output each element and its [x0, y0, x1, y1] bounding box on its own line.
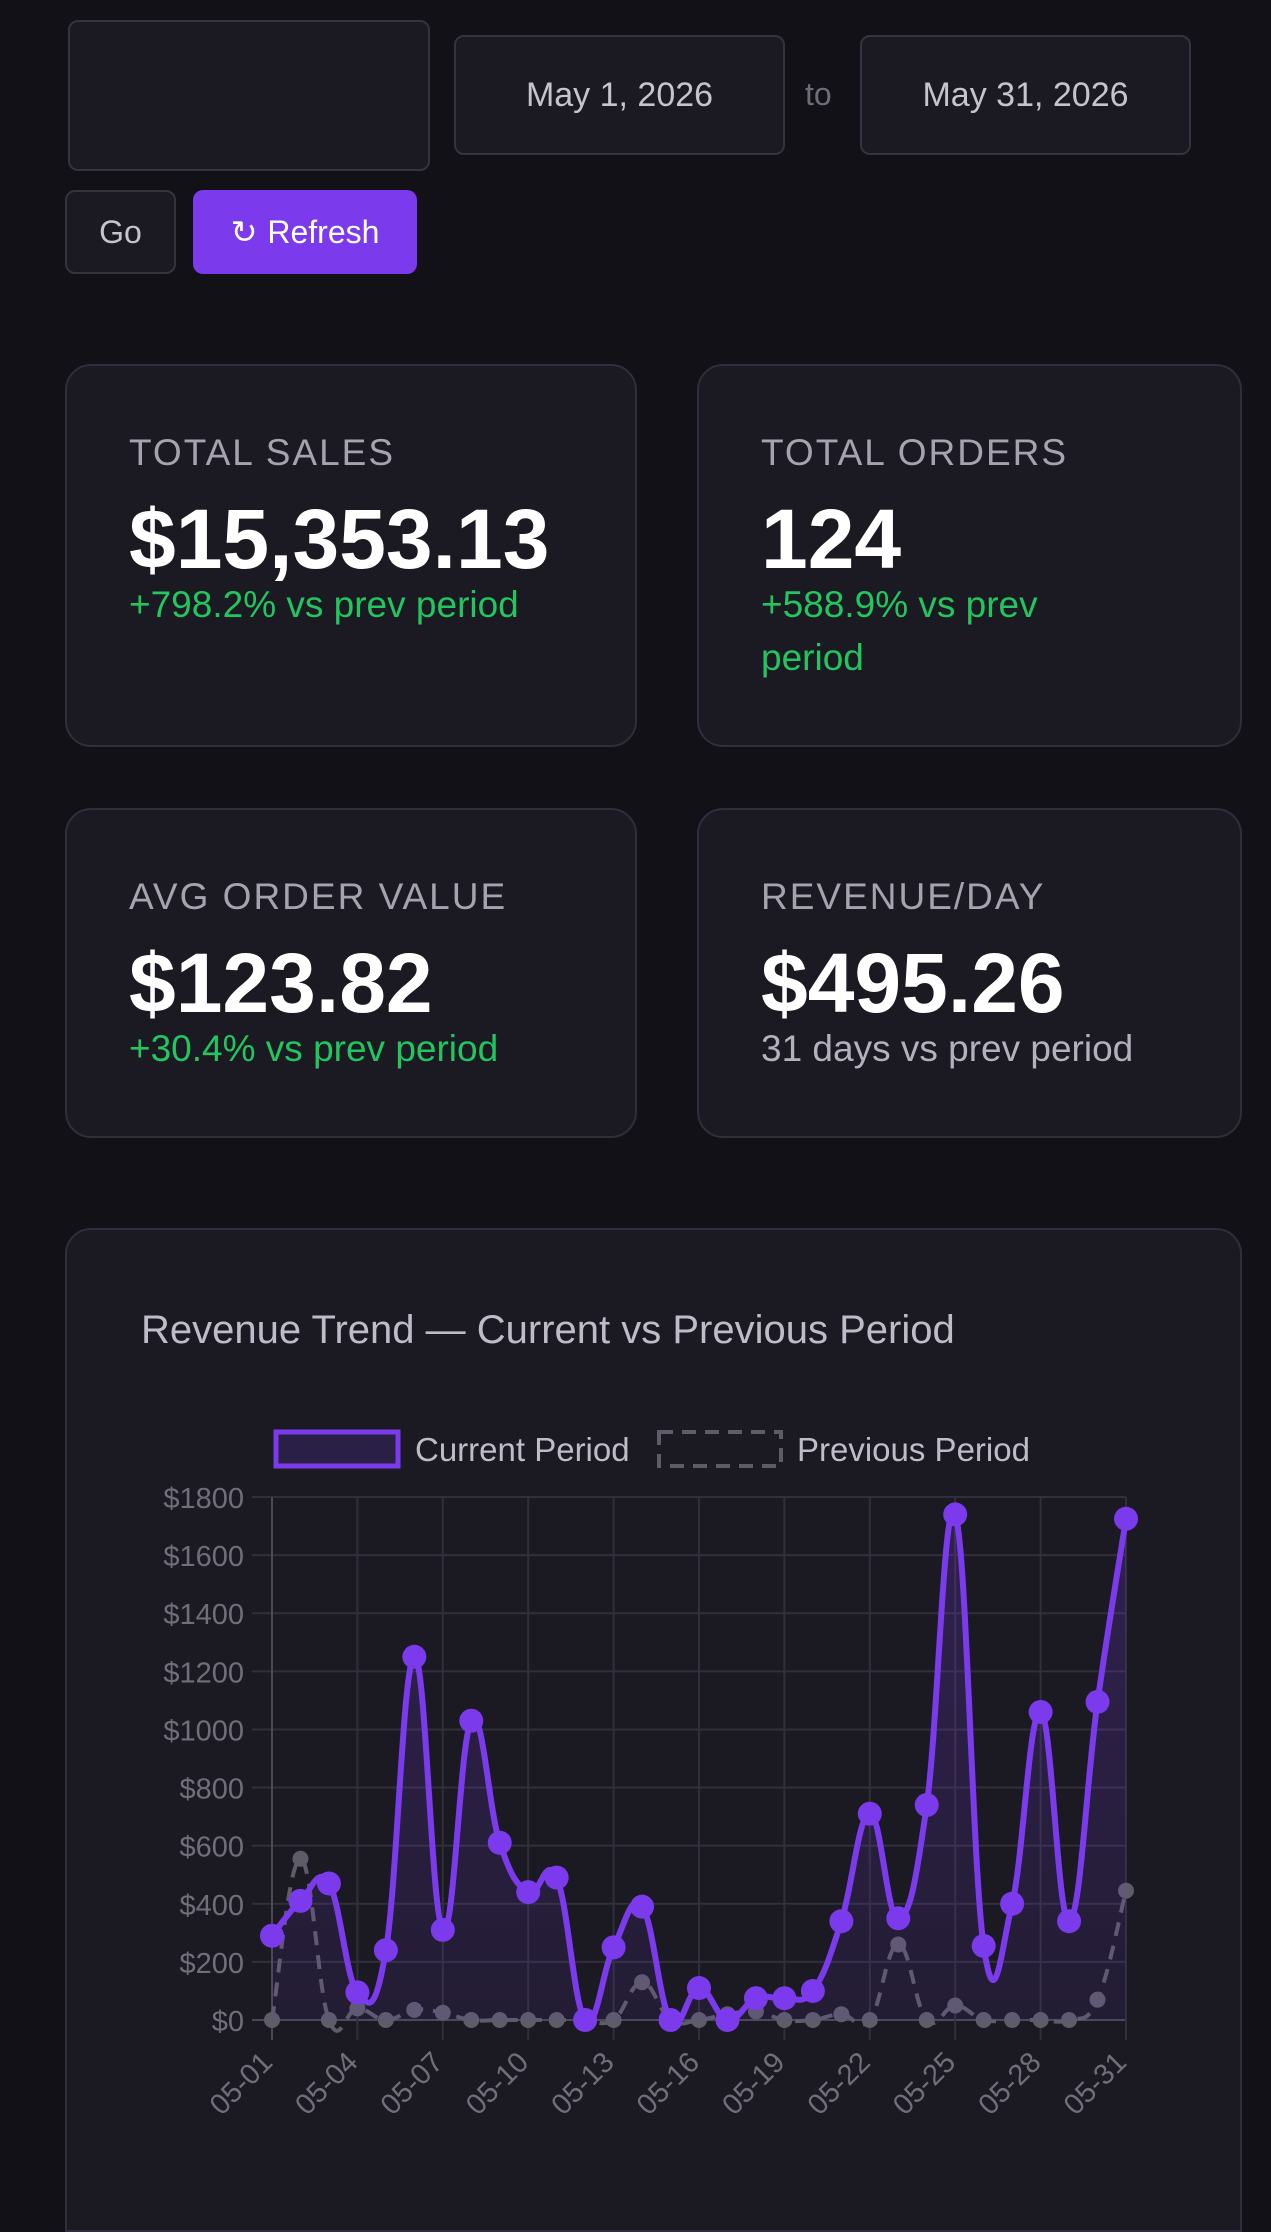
kpi-card-revenue-per-day: REVENUE/DAY $495.26 31 days vs prev peri… — [697, 808, 1242, 1138]
y-tick-label: $0 — [212, 2006, 244, 2038]
kpi-delta: +30.4% vs prev period — [129, 1028, 499, 1069]
y-tick-label: $400 — [179, 1890, 244, 1922]
data-point-current[interactable] — [1085, 1689, 1110, 1714]
data-point-current[interactable] — [573, 2008, 598, 2032]
end-date-value: May 31, 2026 — [922, 75, 1129, 114]
data-point-current[interactable] — [402, 1644, 427, 1669]
kpi-delta: +798.2% vs prev period — [129, 584, 519, 625]
revenue-trend-chart: Current Period Previous Period $0 $200 $40… — [163, 1429, 1138, 2121]
data-point-current[interactable] — [743, 1986, 768, 2011]
data-point-current[interactable] — [886, 1906, 911, 1931]
data-point-current[interactable] — [373, 1938, 398, 1963]
data-point-current[interactable] — [516, 1880, 541, 1905]
data-point-current[interactable] — [430, 1917, 455, 1942]
data-point-current[interactable] — [459, 1708, 484, 1733]
data-point-current[interactable] — [1114, 1506, 1138, 1531]
data-point-current[interactable] — [544, 1865, 569, 1890]
data-point-current[interactable] — [715, 2008, 740, 2032]
data-point-current[interactable] — [630, 1894, 655, 1919]
kpi-value: $15,353.13 — [129, 492, 550, 586]
kpi-delta: +588.9% vs prev — [761, 584, 1038, 625]
series-current-period — [260, 1502, 1138, 2032]
x-tick-label: 05-04 — [289, 2046, 364, 2121]
y-tick-label: $1600 — [163, 1541, 244, 1573]
kpi-value: 124 — [761, 492, 902, 586]
data-point-current[interactable] — [1000, 1891, 1025, 1916]
y-tick-label: $1200 — [163, 1657, 244, 1689]
y-tick-label: $200 — [179, 1948, 244, 1980]
y-tick-label: $1800 — [163, 1483, 244, 1515]
x-tick-label: 05-28 — [972, 2046, 1047, 2121]
preset-select[interactable] — [68, 20, 430, 171]
kpi-card-total-sales: TOTAL SALES $15,353.13 +798.2% vs prev p… — [65, 364, 637, 747]
kpi-label: AVG ORDER VALUE — [129, 876, 508, 917]
data-point-current[interactable] — [658, 2008, 683, 2032]
data-point-current[interactable] — [829, 1909, 854, 1934]
data-point-previous — [292, 1850, 309, 1867]
refresh-icon: ↻ — [230, 214, 258, 250]
kpi-delta-continued: period — [761, 637, 864, 678]
chart-legend[interactable]: Current Period Previous Period — [273, 1429, 1030, 1469]
legend-swatch-current[interactable] — [273, 1429, 401, 1469]
kpi-label: TOTAL SALES — [129, 432, 396, 473]
go-button[interactable]: Go — [65, 190, 176, 274]
x-tick-label: 05-31 — [1058, 2046, 1133, 2121]
kpi-delta: 31 days vs prev period — [761, 1028, 1134, 1069]
y-axis: $0 $200 $400 $600 $800 $1000 $1200 $1400 $1600 $1… — [163, 1483, 244, 2038]
y-tick-label: $600 — [179, 1832, 244, 1864]
data-point-current[interactable] — [971, 1933, 996, 1958]
data-point-current[interactable] — [914, 1792, 939, 1817]
data-point-current[interactable] — [1028, 1700, 1053, 1725]
kpi-label: TOTAL ORDERS — [761, 432, 1069, 473]
data-point-current[interactable] — [288, 1888, 313, 1913]
x-tick-label: 05-13 — [545, 2046, 620, 2121]
date-range-separator: to — [805, 76, 832, 112]
kpi-label: REVENUE/DAY — [761, 876, 1046, 917]
data-point-current[interactable] — [316, 1871, 341, 1896]
data-point-current[interactable] — [857, 1801, 882, 1826]
legend-label-previous[interactable]: Previous Period — [797, 1431, 1030, 1468]
refresh-button-label: Refresh — [267, 213, 380, 250]
start-date-value: May 1, 2026 — [525, 75, 714, 114]
x-tick-label: 05-22 — [802, 2046, 877, 2121]
data-point-current[interactable] — [1057, 1909, 1082, 1934]
legend-swatch-previous[interactable] — [657, 1430, 783, 1468]
data-point-current[interactable] — [487, 1830, 512, 1855]
start-date-input[interactable]: May 1, 2026 — [454, 35, 785, 155]
x-tick-label: 05-19 — [716, 2046, 791, 2121]
x-tick-label: 05-07 — [375, 2046, 450, 2121]
x-tick-label: 05-01 — [204, 2046, 279, 2121]
x-tick-label: 05-16 — [631, 2046, 706, 2121]
chart-title: Revenue Trend — Current vs Previous Peri… — [141, 1308, 955, 1352]
x-tick-label: 05-10 — [460, 2046, 535, 2121]
data-point-current[interactable] — [772, 1986, 797, 2011]
y-tick-label: $1400 — [163, 1599, 244, 1631]
y-tick-label: $1000 — [163, 1715, 244, 1747]
data-point-current[interactable] — [601, 1935, 626, 1960]
y-tick-label: $800 — [179, 1774, 244, 1806]
data-point-current[interactable] — [800, 1978, 825, 2003]
end-date-input[interactable]: May 31, 2026 — [860, 35, 1191, 155]
x-tick-label: 05-25 — [887, 2046, 962, 2121]
data-point-current[interactable] — [943, 1502, 968, 1527]
legend-label-current[interactable]: Current Period — [415, 1431, 630, 1468]
kpi-card-total-orders: TOTAL ORDERS 124 +588.9% vs prev period — [697, 364, 1242, 747]
refresh-button[interactable]: ↻ Refresh — [193, 190, 417, 274]
x-axis: 05-01 05-04 05-07 05-10 05-13 05-16 05-19 05-22… — [204, 2046, 1133, 2121]
data-point-current[interactable] — [687, 1976, 711, 2001]
data-point-current[interactable] — [345, 1980, 370, 2005]
data-point-current[interactable] — [260, 1923, 284, 1948]
kpi-card-avg-order-value: AVG ORDER VALUE $123.82 +30.4% vs prev p… — [65, 808, 637, 1138]
go-button-label: Go — [99, 213, 142, 250]
kpi-value: $495.26 — [761, 936, 1065, 1030]
kpi-value: $123.82 — [129, 936, 433, 1030]
